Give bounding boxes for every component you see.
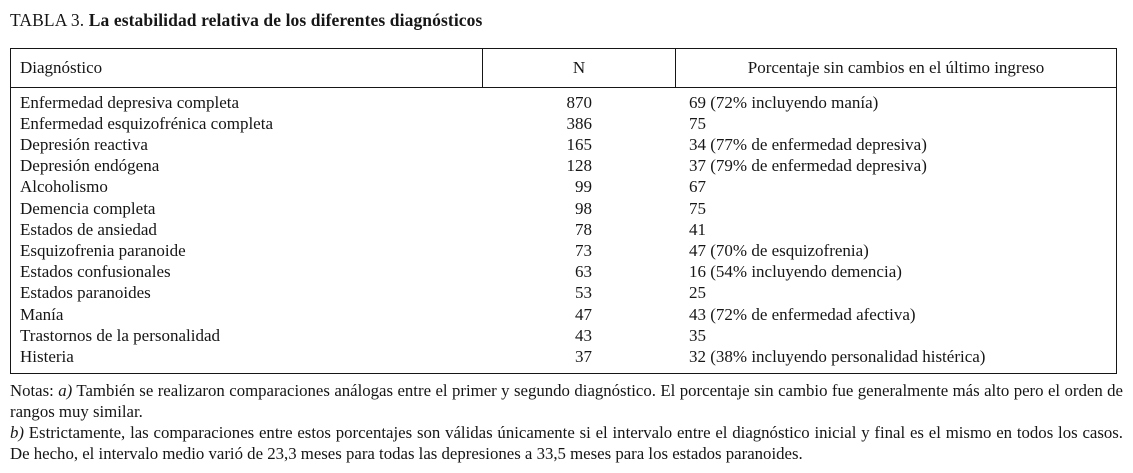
table-row: Histeria 37 32 (38% incluyendo personali… bbox=[11, 346, 1116, 367]
header-porcentaje: Porcentaje sin cambios en el último ingr… bbox=[747, 57, 1045, 77]
cell-n: 99 bbox=[575, 177, 592, 197]
note-a-text: También se realizaron comparaciones anál… bbox=[10, 381, 1123, 421]
table-notes: Notas: a) También se realizaron comparac… bbox=[10, 380, 1123, 464]
table-row: Estados paranoides 53 25 bbox=[11, 282, 1116, 303]
table-title: TABLA 3. La estabilidad relativa de los … bbox=[10, 9, 482, 31]
cell-diagnostico: Enfermedad depresiva completa bbox=[20, 92, 240, 112]
cell-porcentaje: 75 bbox=[689, 198, 706, 218]
cell-diagnostico: Histeria bbox=[20, 346, 74, 366]
cell-diagnostico: Trastornos de la personalidad bbox=[20, 325, 221, 345]
note-b-label: b) bbox=[10, 423, 24, 442]
cell-diagnostico: Esquizofrenia paranoide bbox=[20, 240, 186, 260]
cell-porcentaje: 37 (79% de enfermedad depresiva) bbox=[689, 156, 927, 176]
cell-n: 98 bbox=[575, 198, 592, 218]
table-row: Estados de ansiedad 78 41 bbox=[11, 219, 1116, 240]
cell-porcentaje: 34 (77% de enfermedad depresiva) bbox=[689, 134, 927, 154]
note-a-label: a) bbox=[58, 381, 73, 400]
cell-diagnostico: Depresión endógena bbox=[20, 156, 160, 176]
cell-n: 47 bbox=[575, 304, 592, 324]
diagnosis-table: Diagnóstico N Porcentaje sin cambios en … bbox=[10, 48, 1117, 375]
cell-n: 63 bbox=[575, 262, 592, 282]
table-row: Manía 47 43 (72% de enfermedad afectiva) bbox=[11, 304, 1116, 325]
cell-n: 78 bbox=[575, 219, 592, 239]
table-body: Enfermedad depresiva completa 870 69 (72… bbox=[11, 88, 1116, 374]
note-b-text: Estrictamente, las comparaciones entre e… bbox=[10, 423, 1123, 463]
cell-diagnostico: Alcoholismo bbox=[20, 177, 108, 197]
cell-porcentaje: 32 (38% incluyendo personalidad histéric… bbox=[689, 346, 986, 366]
cell-porcentaje: 67 bbox=[689, 177, 706, 197]
cell-n: 37 bbox=[575, 346, 592, 366]
cell-porcentaje: 41 bbox=[689, 219, 706, 239]
cell-diagnostico: Estados confusionales bbox=[20, 262, 171, 282]
cell-diagnostico: Depresión reactiva bbox=[20, 134, 148, 154]
cell-porcentaje: 43 (72% de enfermedad afectiva) bbox=[689, 304, 916, 324]
table-title-label: TABLA 3. bbox=[10, 10, 89, 30]
table-row: Enfermedad esquizofrénica completa 386 7… bbox=[11, 113, 1116, 134]
table-row: Depresión endógena 128 37 (79% de enferm… bbox=[11, 155, 1116, 176]
cell-porcentaje: 25 bbox=[689, 283, 706, 303]
cell-n: 386 bbox=[566, 113, 593, 133]
cell-porcentaje: 47 (70% de esquizofrenia) bbox=[689, 240, 869, 260]
cell-porcentaje: 75 bbox=[689, 113, 706, 133]
table-row: Estados confusionales 63 16 (54% incluye… bbox=[11, 261, 1116, 282]
table-row: Demencia completa 98 75 bbox=[11, 198, 1116, 219]
table-title-text: La estabilidad relativa de los diferente… bbox=[88, 10, 483, 30]
cell-diagnostico: Demencia completa bbox=[20, 198, 156, 218]
table-header-row: Diagnóstico N Porcentaje sin cambios en … bbox=[11, 49, 1116, 88]
cell-n: 165 bbox=[566, 134, 593, 154]
cell-diagnostico: Estados paranoides bbox=[20, 283, 151, 303]
table-row: Trastornos de la personalidad 43 35 bbox=[11, 325, 1116, 346]
cell-n: 870 bbox=[566, 92, 593, 112]
cell-n: 43 bbox=[575, 325, 592, 345]
cell-porcentaje: 35 bbox=[689, 325, 706, 345]
notes-label: Notas: bbox=[10, 381, 59, 400]
cell-n: 53 bbox=[575, 283, 592, 303]
header-n: N bbox=[482, 49, 676, 87]
table-row: Esquizofrenia paranoide 73 47 (70% de es… bbox=[11, 240, 1116, 261]
cell-diagnostico: Enfermedad esquizofrénica completa bbox=[20, 113, 273, 133]
header-diagnostico: Diagnóstico bbox=[20, 57, 103, 77]
cell-diagnostico: Estados de ansiedad bbox=[20, 219, 157, 239]
cell-n: 73 bbox=[575, 240, 592, 260]
note-b: b) Estrictamente, las comparaciones entr… bbox=[10, 422, 1123, 464]
table-row: Alcoholismo 99 67 bbox=[11, 176, 1116, 197]
table-row: Enfermedad depresiva completa 870 69 (72… bbox=[11, 92, 1116, 113]
table-row: Depresión reactiva 165 34 (77% de enferm… bbox=[11, 134, 1116, 155]
cell-diagnostico: Manía bbox=[20, 304, 64, 324]
cell-n: 128 bbox=[566, 156, 593, 176]
cell-porcentaje: 16 (54% incluyendo demencia) bbox=[689, 262, 902, 282]
cell-porcentaje: 69 (72% incluyendo manía) bbox=[689, 92, 879, 112]
note-a: Notas: a) También se realizaron comparac… bbox=[10, 380, 1123, 422]
